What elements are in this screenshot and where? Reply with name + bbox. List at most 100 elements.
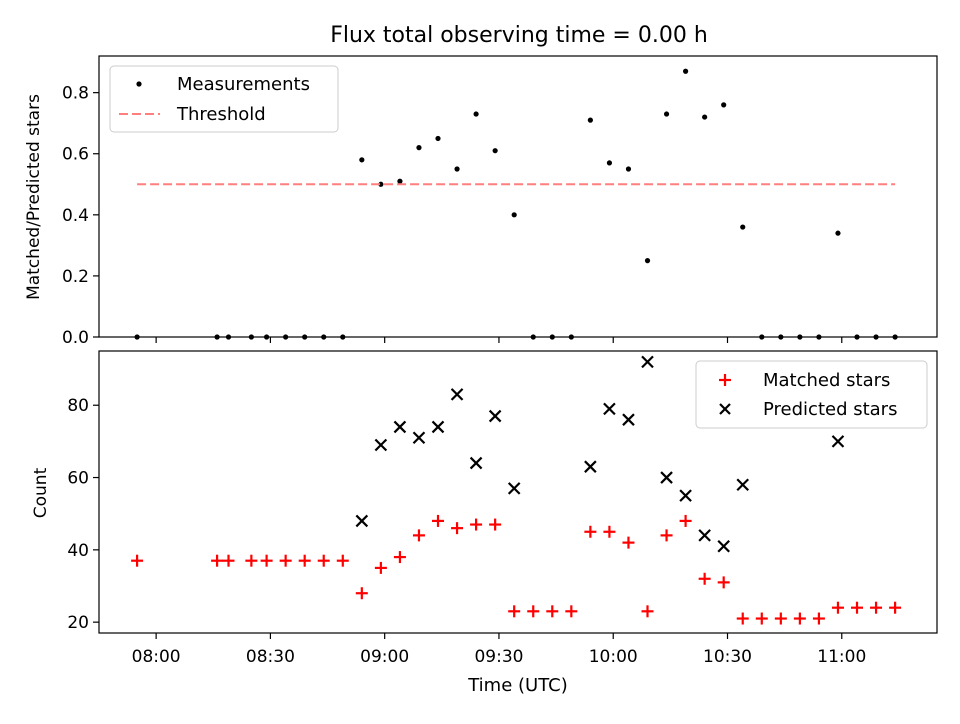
predicted-point — [374, 438, 388, 452]
matched-point — [851, 601, 864, 614]
measurement-point — [473, 111, 479, 117]
matched-point — [622, 536, 635, 549]
matched-point — [211, 554, 224, 567]
predicted-point — [507, 482, 521, 495]
legend-matched-marker — [719, 374, 731, 386]
top-legend-box — [109, 65, 339, 133]
matched-point — [451, 522, 464, 535]
legend-measurements-marker — [136, 81, 142, 87]
matched-point — [508, 605, 521, 618]
measurement-point — [683, 68, 689, 74]
x-tick-label: 10:00 — [589, 647, 638, 667]
top-y-axis-label: Matched/Predicted stars — [24, 94, 44, 300]
predicted-point — [603, 402, 616, 416]
measurement-point — [530, 334, 536, 340]
matched-point — [793, 612, 806, 625]
matched-point — [131, 554, 144, 567]
matched-point — [546, 605, 559, 618]
matched-point — [317, 554, 330, 567]
measurement-point — [797, 334, 803, 340]
legend-predicted-label: Predicted stars — [763, 399, 897, 420]
measurement-point — [568, 334, 574, 340]
x-tick-label: 08:00 — [132, 647, 181, 667]
matched-point — [584, 525, 597, 538]
measurement-point — [892, 334, 898, 340]
predicted-point — [698, 529, 711, 542]
matched-point — [527, 605, 540, 618]
matched-point — [603, 525, 616, 538]
predicted-point — [717, 539, 730, 553]
y-tick-label: 80 — [67, 396, 89, 416]
measurement-point — [625, 166, 632, 172]
matched-point — [660, 529, 673, 542]
predicted-point — [641, 355, 654, 369]
measurement-point — [416, 145, 422, 151]
measurement-point — [835, 230, 841, 236]
matched-point — [755, 612, 768, 625]
matched-point — [698, 572, 711, 585]
measurement-point — [721, 102, 727, 108]
matched-point — [489, 518, 502, 531]
measurement-point — [873, 334, 879, 340]
matched-point — [679, 514, 692, 527]
top-y-ticks: 0.0 0.2 0.4 0.6 0.8 — [62, 84, 99, 348]
predicted-point — [469, 456, 483, 470]
measurement-point — [778, 334, 784, 340]
y-tick-label: 0.4 — [62, 206, 89, 226]
y-tick-label: 0.2 — [62, 267, 89, 287]
matched-point — [812, 612, 825, 625]
matched-point — [393, 551, 406, 564]
top-legend: Measurements Threshold — [109, 65, 339, 133]
predicted-point — [393, 420, 407, 434]
matched-point — [870, 601, 883, 614]
matched-point — [774, 612, 787, 625]
bottom-marks — [131, 355, 902, 625]
measurement-point — [283, 334, 289, 340]
measurement-point — [740, 224, 746, 230]
matched-point — [432, 514, 445, 527]
y-tick-label: 60 — [67, 469, 89, 489]
legend-predicted-marker — [719, 403, 731, 415]
matched-point — [565, 605, 578, 618]
matched-point — [831, 601, 844, 614]
top-panel: 0.00.20.40.60.8 Matched/Predicted stars … — [24, 55, 938, 348]
matched-point — [279, 554, 292, 567]
bottom-y-ticks: 20 40 60 80 — [67, 396, 99, 633]
matched-point — [222, 554, 235, 567]
matched-point — [470, 518, 483, 531]
measurement-point — [549, 334, 555, 340]
bottom-panel: 20 40 60 80 08:00 08:30 09:00 09:30 10:00 10:30 1… — [31, 350, 938, 667]
matched-point — [245, 554, 258, 567]
x-tick-label: 09:30 — [474, 647, 523, 667]
bottom-legend: Matched stars Predicted stars — [695, 360, 928, 429]
measurement-point — [248, 334, 254, 340]
measurement-point — [302, 334, 308, 340]
measurement-point — [702, 114, 708, 120]
x-axis-label: Time (UTC) — [467, 675, 568, 696]
measurement-point — [134, 334, 140, 340]
y-tick-label: 40 — [67, 541, 89, 561]
y-tick-label: 0.6 — [62, 145, 89, 165]
measurement-point — [214, 334, 220, 340]
matched-point — [260, 554, 273, 567]
measurement-point — [321, 334, 327, 340]
y-tick-label: 0.8 — [62, 84, 89, 104]
measurement-point — [435, 135, 441, 142]
matched-point — [374, 561, 387, 574]
x-tick-label: 11:00 — [817, 647, 866, 667]
measurement-point — [340, 334, 346, 340]
measurement-point — [359, 157, 365, 163]
measurement-point — [663, 111, 670, 117]
measurement-point — [854, 334, 860, 340]
measurement-point — [587, 117, 593, 123]
predicted-point — [584, 460, 597, 473]
matched-point — [736, 612, 749, 625]
measurement-point — [644, 258, 651, 264]
y-tick-label: 20 — [67, 613, 89, 633]
predicted-point — [660, 471, 673, 484]
x-tick-label: 08:30 — [246, 647, 295, 667]
matched-point — [336, 554, 349, 567]
matched-point — [412, 529, 425, 542]
measurement-point — [225, 334, 232, 340]
